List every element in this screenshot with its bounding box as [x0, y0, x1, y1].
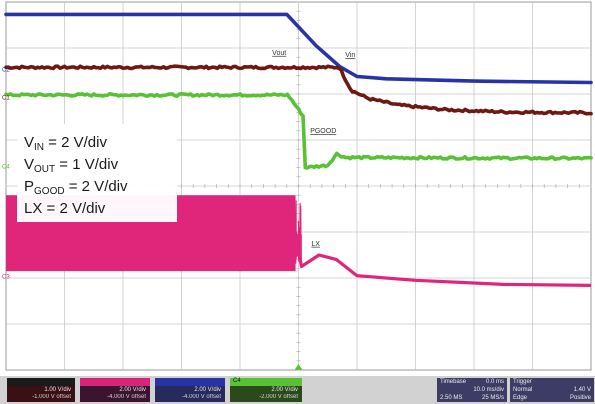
trigger-level: 1.40 V: [573, 387, 591, 393]
channel-2-scale: 2.00 V/div: [119, 387, 146, 393]
channel-2-box[interactable]: 2.00 V/div -4.000 V offset: [80, 378, 150, 402]
channel-4-offset: -2.000 V offset: [259, 394, 298, 400]
channel-4-scale: 2.00 V/div: [271, 387, 298, 393]
timebase-delay: 0.0 ms: [485, 379, 504, 385]
channel-marker-c1: C1: [2, 95, 10, 101]
trigger-type: Edge: [513, 395, 528, 401]
channel-2-offset: -4.000 V offset: [107, 394, 146, 400]
channel-3-scale: 2.00 V/div: [194, 387, 221, 393]
trigger-slope: Positive: [569, 395, 591, 401]
trigger-position-marker: [294, 364, 303, 370]
trace-label-vout: Vout: [272, 50, 286, 57]
legend-lx: LX = 2 V/div: [24, 200, 106, 217]
timebase-box[interactable]: Timebase 0.0 ms 10.0 ms/div 2.50 MS 25 M…: [437, 378, 507, 402]
legend-pgood: PGOOD = 2 V/div: [24, 178, 128, 197]
timebase-rate: 25 MS/s: [481, 395, 504, 401]
channel-3-offset: -4.000 V offset: [182, 394, 221, 400]
legend-vout: VOUT = 1 V/div: [24, 156, 119, 175]
series-lx-line: [294, 231, 592, 287]
trace-label-vin: Vin: [345, 52, 355, 59]
timebase-div: 10.0 ms/div: [473, 387, 504, 393]
trigger-label: Trigger: [513, 379, 532, 385]
series-pgood-line: [4, 92, 593, 170]
legend-vin: VIN = 2 V/div: [24, 134, 107, 153]
channel-4-box[interactable]: C4 2.00 V/div -2.000 V offset: [230, 378, 302, 402]
timebase-samples: 2.50 MS: [440, 395, 463, 401]
channel-1-box[interactable]: 1.00 V/div -1.000 V offset: [7, 378, 75, 402]
channel-1-offset: -1.000 V offset: [32, 394, 71, 400]
channel-1-scale: 1.00 V/div: [44, 387, 71, 393]
trigger-mode: Normal: [513, 387, 533, 393]
channel-marker-c3: C3: [2, 275, 10, 281]
series-vout-line: [4, 64, 593, 116]
trace-label-lx: LX: [311, 241, 320, 248]
trigger-box[interactable]: Trigger Normal 1.40 V Edge Positive: [510, 378, 594, 402]
series-vin-line: [4, 12, 593, 85]
channel-marker-c2: C2: [2, 68, 10, 74]
channel-3-box[interactable]: 2.00 V/div -4.000 V offset: [155, 378, 225, 402]
channel-4-label: C4: [230, 378, 302, 386]
timebase-label: Timebase: [440, 379, 467, 385]
scale-legend: [17, 124, 177, 222]
channel-marker-c4: C4: [2, 164, 10, 170]
trace-label-pgood: PGOOD: [310, 128, 336, 135]
